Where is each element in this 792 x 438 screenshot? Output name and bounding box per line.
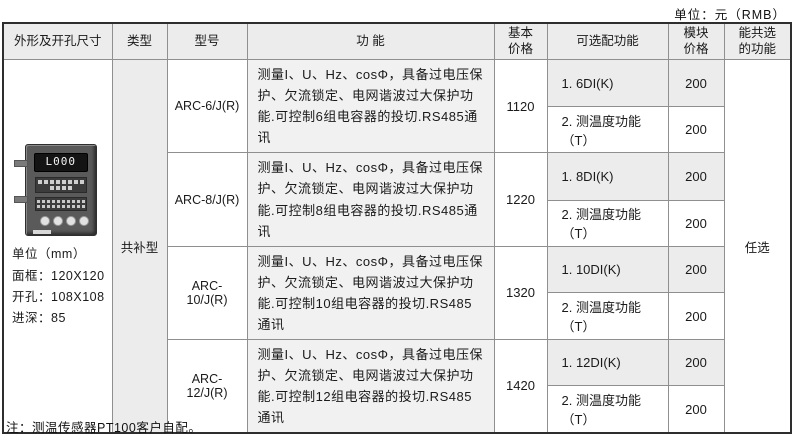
shared-functions-cell: 任选 bbox=[723, 59, 792, 434]
price-spec-table: 外形及开孔尺寸 类型 型号 功 能 基本 价格 可选配功能 模块 价格 能共选 … bbox=[2, 22, 792, 434]
header-outline: 外形及开孔尺寸 bbox=[2, 22, 113, 61]
led-grid-icon bbox=[34, 177, 87, 194]
header-row: 外形及开孔尺寸 类型 型号 功 能 基本 价格 可选配功能 模块 价格 能共选 … bbox=[2, 22, 792, 61]
model-cell: ARC-12/J(R) bbox=[166, 338, 248, 434]
model-cell: ARC-6/J(R) bbox=[166, 59, 248, 154]
base-price-cell: 1320 bbox=[493, 245, 548, 340]
base-price-cell: 1120 bbox=[493, 59, 548, 154]
option-price-cell: 200 bbox=[667, 105, 725, 154]
option-price-cell: 200 bbox=[667, 245, 725, 294]
option-label-cell: 2. 测温度功能（T） bbox=[546, 292, 669, 340]
led-grid-icon bbox=[34, 197, 87, 212]
currency-unit-label: 单位：元（RMB） bbox=[674, 8, 786, 22]
device-display: L000 bbox=[33, 153, 88, 173]
device-image: L000 bbox=[13, 144, 101, 237]
table-row: 2. 测温度功能（T） 200 bbox=[3, 105, 791, 154]
option-price-cell: 200 bbox=[667, 152, 725, 201]
option-label-cell: 1. 6DI(K) bbox=[546, 59, 669, 107]
dimension-line: 单位（mm） bbox=[12, 247, 86, 262]
table-row: 2. 测温度功能（T） 200 bbox=[3, 385, 791, 434]
header-function: 功 能 bbox=[246, 22, 495, 61]
table-row: ARC-10/J(R) 测量I、U、Hz、cosΦ，具备过电压保护、欠流锁定、电… bbox=[3, 245, 791, 340]
option-price-cell: 200 bbox=[667, 292, 725, 340]
dimension-line: 进深：85 bbox=[12, 311, 66, 325]
option-label-cell: 1. 10DI(K) bbox=[546, 245, 669, 294]
option-label-cell: 2. 测温度功能（T） bbox=[546, 105, 669, 154]
panel-meter-front: L000 bbox=[24, 144, 97, 237]
type-cell: 共补型 bbox=[111, 59, 168, 434]
base-price-cell: 1220 bbox=[493, 152, 548, 247]
header-model: 型号 bbox=[166, 22, 248, 61]
header-base-price: 基本 价格 bbox=[493, 22, 548, 61]
table-row: ARC-8/J(R) 测量I、U、Hz、cosΦ，具备过电压保护、欠流锁定、电网… bbox=[3, 152, 791, 247]
dimension-line: 面框：120X120 bbox=[12, 268, 105, 283]
table-row: 2. 测温度功能（T） 200 bbox=[3, 292, 791, 340]
function-cell: 测量I、U、Hz、cosΦ，具备过电压保护、欠流锁定、电网谐波过大保护功能.可控… bbox=[246, 59, 495, 154]
mounting-clip-icon bbox=[13, 160, 28, 168]
header-shared-functions: 能共选 的功能 bbox=[723, 22, 792, 61]
function-cell: 测量I、U、Hz、cosΦ，具备过电压保护、欠流锁定、电网谐波过大保护功能.可控… bbox=[246, 152, 495, 247]
header-type: 类型 bbox=[111, 22, 168, 61]
function-cell: 测量I、U、Hz、cosΦ，具备过电压保护、欠流锁定、电网谐波过大保护功能.可控… bbox=[246, 245, 495, 340]
base-price-cell: 1420 bbox=[493, 338, 548, 434]
header-module-price: 模块 价格 bbox=[667, 22, 725, 61]
table-row: L000 单位（mm） 面框：120X120 开孔：108X108 进深：85 bbox=[2, 59, 792, 434]
option-label-cell: 2. 测温度功能（T） bbox=[546, 385, 669, 434]
footnote: 注：测温传感器PT100客户自配。 bbox=[6, 421, 202, 435]
mounting-clip-icon bbox=[13, 196, 28, 204]
option-price-cell: 200 bbox=[667, 385, 725, 434]
header-optional: 可选配功能 bbox=[546, 22, 669, 61]
option-label-cell: 2. 测温度功能（T） bbox=[546, 199, 669, 247]
dimension-line: 开孔：108X108 bbox=[12, 289, 105, 304]
table-row: 2. 测温度功能（T） 200 bbox=[3, 199, 791, 247]
device-buttons bbox=[31, 216, 89, 227]
product-photo-cell: L000 单位（mm） 面框：120X120 开孔：108X108 进深：85 bbox=[2, 59, 113, 434]
option-price-cell: 200 bbox=[667, 199, 725, 247]
table-row: ARC-12/J(R) 测量I、U、Hz、cosΦ，具备过电压保护、欠流锁定、电… bbox=[3, 338, 791, 434]
model-cell: ARC-10/J(R) bbox=[166, 245, 248, 340]
model-cell: ARC-8/J(R) bbox=[166, 152, 248, 247]
option-price-cell: 200 bbox=[667, 338, 725, 387]
dimension-notes: 单位（mm） 面框：120X120 开孔：108X108 进深：85 bbox=[4, 242, 111, 329]
option-label-cell: 1. 12DI(K) bbox=[546, 338, 669, 387]
function-cell: 测量I、U、Hz、cosΦ，具备过电压保护、欠流锁定、电网谐波过大保护功能.可控… bbox=[246, 338, 495, 434]
option-label-cell: 1. 8DI(K) bbox=[546, 152, 669, 201]
option-price-cell: 200 bbox=[667, 59, 725, 107]
brand-mark bbox=[32, 230, 51, 235]
